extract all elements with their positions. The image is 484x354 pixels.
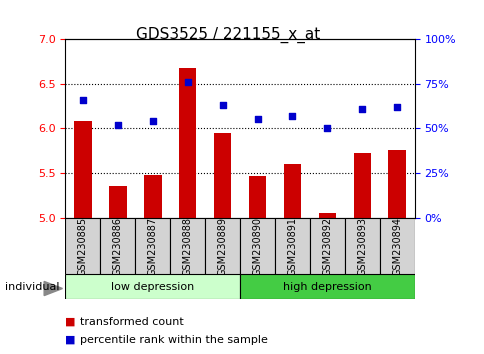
Point bbox=[149, 118, 156, 124]
Bar bbox=[179, 68, 196, 218]
Point bbox=[253, 116, 261, 122]
Text: GSM230889: GSM230889 bbox=[217, 217, 227, 275]
Point bbox=[358, 106, 365, 112]
Bar bbox=[353, 153, 370, 218]
Text: high depression: high depression bbox=[283, 282, 371, 292]
Bar bbox=[65, 274, 240, 299]
Bar bbox=[74, 121, 91, 218]
Bar bbox=[283, 164, 301, 218]
Point bbox=[183, 79, 191, 85]
Point bbox=[218, 102, 226, 108]
Text: percentile rank within the sample: percentile rank within the sample bbox=[80, 335, 267, 344]
Point bbox=[323, 126, 331, 131]
Point bbox=[288, 113, 296, 119]
Point bbox=[393, 104, 400, 110]
Bar bbox=[248, 176, 266, 218]
Text: ■: ■ bbox=[65, 335, 76, 344]
Text: low depression: low depression bbox=[111, 282, 194, 292]
Text: GSM230892: GSM230892 bbox=[322, 216, 332, 276]
Text: GSM230887: GSM230887 bbox=[148, 216, 157, 276]
Text: GSM230891: GSM230891 bbox=[287, 217, 297, 275]
Text: ■: ■ bbox=[65, 317, 76, 327]
Text: GSM230890: GSM230890 bbox=[252, 217, 262, 275]
Text: transformed count: transformed count bbox=[80, 317, 183, 327]
Bar bbox=[170, 218, 205, 274]
Bar bbox=[100, 218, 135, 274]
Bar bbox=[240, 274, 414, 299]
Text: GSM230886: GSM230886 bbox=[113, 217, 122, 275]
Bar bbox=[144, 175, 161, 218]
Text: GSM230893: GSM230893 bbox=[357, 217, 366, 275]
Text: GSM230885: GSM230885 bbox=[78, 216, 88, 276]
Text: GDS3525 / 221155_x_at: GDS3525 / 221155_x_at bbox=[136, 27, 319, 43]
Bar bbox=[344, 218, 379, 274]
Text: GSM230894: GSM230894 bbox=[392, 217, 401, 275]
Bar bbox=[379, 218, 414, 274]
Text: GSM230888: GSM230888 bbox=[182, 217, 192, 275]
Bar bbox=[318, 213, 335, 218]
Point bbox=[79, 97, 87, 103]
Bar bbox=[109, 187, 126, 218]
Bar bbox=[213, 133, 231, 218]
Bar bbox=[65, 218, 100, 274]
Point bbox=[114, 122, 121, 127]
Bar bbox=[388, 150, 405, 218]
Bar bbox=[240, 218, 274, 274]
Polygon shape bbox=[44, 281, 62, 296]
Text: individual: individual bbox=[5, 282, 59, 292]
Bar bbox=[205, 218, 240, 274]
Bar bbox=[135, 218, 170, 274]
Bar bbox=[274, 218, 309, 274]
Bar bbox=[309, 218, 344, 274]
